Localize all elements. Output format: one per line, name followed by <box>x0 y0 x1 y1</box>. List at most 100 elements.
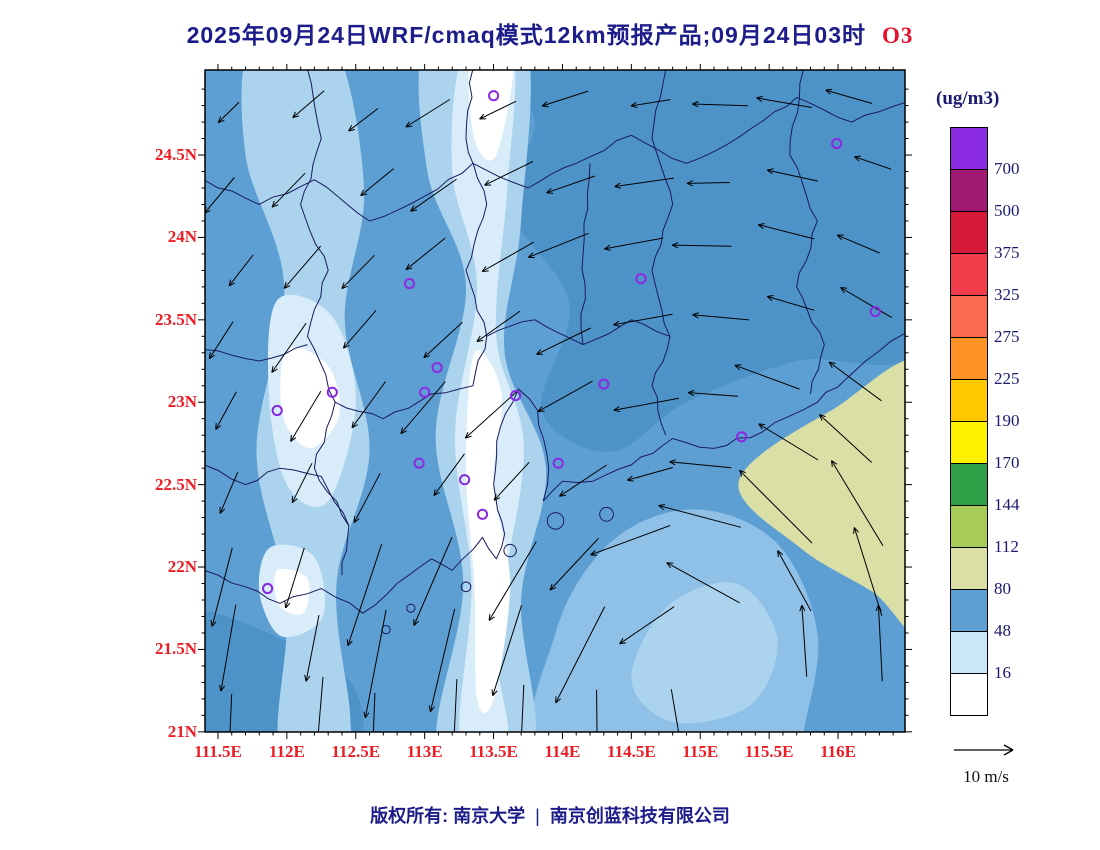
footer-left: 版权所有: 南京大学 <box>370 806 526 826</box>
wind-arrowhead <box>840 287 845 294</box>
wind-arrowhead <box>549 583 553 591</box>
wind-arrowhead <box>686 182 694 187</box>
wind-arrowhead <box>630 105 638 109</box>
wind-arrowhead <box>559 494 566 497</box>
contour-fill-layer <box>205 70 905 732</box>
colorbar-block <box>951 295 987 337</box>
wind-arrowhead <box>215 425 222 430</box>
wind-arrowhead <box>208 352 211 359</box>
wind-arrowhead <box>555 698 562 704</box>
wind-vector-layer <box>205 88 893 746</box>
wind-arrowhead <box>211 621 217 627</box>
boundary-line <box>651 70 674 436</box>
wind-arrowhead <box>405 125 413 128</box>
wind-arrow <box>767 295 815 311</box>
wind-arrow <box>229 693 233 732</box>
wind-arrowhead <box>619 638 624 645</box>
wind-arrowhead <box>492 690 498 697</box>
wind-arrow <box>801 605 808 677</box>
colorbar-block <box>951 379 987 421</box>
wind-arrowhead <box>875 604 879 612</box>
wind-arrowhead <box>348 125 353 132</box>
wind-arrow <box>528 232 589 258</box>
wind-arrowhead <box>692 101 699 105</box>
wind-arrowhead <box>304 674 307 682</box>
contour-region <box>499 70 905 452</box>
wind-arrowhead <box>758 423 763 430</box>
wind-arrowhead <box>831 460 833 467</box>
lat-tick-label: 22.5N <box>154 474 197 494</box>
wind-arrow <box>604 237 664 250</box>
wind-arrowhead <box>614 182 621 187</box>
colorbar-block <box>951 421 987 463</box>
wind-arrow <box>219 472 239 514</box>
lat-tick-label: 24.5N <box>154 145 197 165</box>
wind-arrowhead <box>627 479 634 482</box>
contour-region <box>274 568 310 615</box>
lat-tick-label: 23.5N <box>154 309 197 329</box>
wind-arrowhead <box>739 469 746 474</box>
island-outline <box>503 543 517 558</box>
wind-arrowhead <box>626 475 633 481</box>
wind-arrowhead <box>488 616 495 621</box>
wind-arrowhead <box>218 684 222 692</box>
wind-legend-label: 10 m/s <box>963 767 1009 786</box>
wind-arrowhead <box>828 361 833 368</box>
lat-tick-label: 23N <box>167 392 197 412</box>
wind-arrowhead <box>546 188 552 194</box>
wind-arrowhead <box>692 314 699 319</box>
wind-arrowhead <box>658 504 666 506</box>
wind-arrow <box>348 108 379 132</box>
wind-arrow <box>285 547 305 609</box>
wind-arrow <box>559 464 607 497</box>
wind-arrowhead <box>464 431 469 439</box>
wind-arrowhead <box>840 287 848 289</box>
boundary-line <box>205 464 350 527</box>
wind-arrowhead <box>292 111 296 118</box>
wind-arrowhead <box>604 248 611 251</box>
wind-arrowhead <box>433 491 440 497</box>
boundary-lines-layer <box>205 70 905 635</box>
wind-arrowhead <box>351 424 358 429</box>
boundary-line <box>334 385 474 420</box>
boundary-line <box>580 163 591 345</box>
wind-arrowhead <box>854 156 860 162</box>
colorbar-block <box>951 211 987 253</box>
wind-arrowhead <box>825 89 831 95</box>
boundary-line <box>205 344 308 362</box>
wind-arrowhead <box>343 344 350 349</box>
wind-arrow <box>521 684 525 732</box>
wind-arrow <box>666 562 740 604</box>
wind-arrow <box>877 604 883 682</box>
station-marker-layer <box>262 90 881 595</box>
wind-reference-arrow-icon <box>954 744 1014 756</box>
wind-arrowhead <box>410 209 418 212</box>
wind-arrowhead <box>756 97 763 102</box>
wind-arrow <box>828 361 882 402</box>
colorbar-level-label: 80 <box>994 579 1011 598</box>
wind-arrowhead <box>493 497 501 501</box>
colorbar-level-label: 325 <box>994 285 1020 304</box>
wind-arrow <box>317 676 324 732</box>
colorbar-level-label: 48 <box>994 621 1011 640</box>
wind-arrow <box>484 160 534 186</box>
wind-arrowhead <box>348 129 356 132</box>
wind-arrow <box>413 537 453 626</box>
wind-arrowhead <box>756 95 764 99</box>
wind-arrowhead <box>271 368 278 373</box>
wind-arrowhead <box>828 361 836 364</box>
wind-arrowhead <box>836 234 843 241</box>
wind-arrowhead <box>315 740 317 746</box>
wind-arrow <box>305 615 320 682</box>
wind-arrowhead <box>528 252 534 258</box>
wind-arrowhead <box>271 366 274 373</box>
wind-arrowhead <box>549 587 557 591</box>
wind-arrow <box>692 103 748 107</box>
wind-arrowhead <box>590 554 598 556</box>
wind-arrow <box>734 364 800 390</box>
wind-arrowhead <box>209 354 215 360</box>
colorbar-unit-label: (ug/m3) <box>936 88 1000 109</box>
wind-arrowhead <box>271 200 275 208</box>
wind-arrow <box>853 527 883 616</box>
wind-arrowhead <box>482 270 489 272</box>
